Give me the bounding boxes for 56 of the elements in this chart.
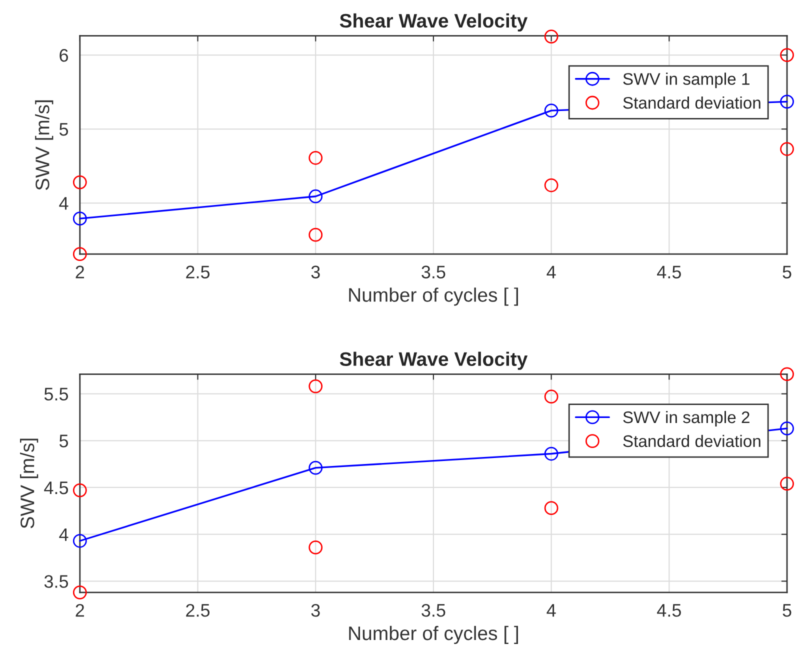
point: [780, 367, 794, 382]
point: [780, 142, 794, 156]
x-axis-title: Number of cycles [ ]: [349, 288, 518, 306]
x-tick-label: 4.5: [657, 604, 681, 617]
legend-label: SWV in sample 1: [623, 72, 750, 88]
y-tick-label: 4: [59, 197, 68, 210]
point: [72, 247, 87, 262]
point: [544, 104, 558, 118]
x-tick-label: 2: [76, 604, 84, 617]
point: [544, 390, 558, 404]
point: [72, 483, 87, 498]
point: [544, 30, 558, 44]
x-tick-label: 4: [546, 266, 556, 278]
y-axis-title: SWV [m/s]: [35, 100, 54, 190]
point: [72, 175, 87, 190]
legend-label: Standard deviation: [623, 434, 760, 448]
y-tick-label: 6: [60, 48, 68, 62]
y-axis-title: SWV [m/s]: [20, 438, 38, 528]
point: [308, 228, 323, 242]
point: [308, 460, 323, 475]
point: [308, 150, 323, 165]
point: [308, 379, 323, 394]
y-tick-label: 5: [59, 434, 68, 448]
x-tick-label: 3: [311, 604, 320, 617]
point: [544, 178, 558, 192]
y-tick-label: 4: [59, 528, 68, 541]
x-tick-label: 3: [311, 266, 320, 278]
y-tick-label: 4.5: [44, 482, 68, 494]
x-tick-label: 3.5: [422, 266, 446, 278]
y-tick-label: 5: [59, 123, 68, 136]
point: [780, 422, 794, 436]
x-tick-label: 2: [76, 266, 84, 278]
x-axis-title: Number of cycles [ ]: [349, 626, 518, 644]
x-tick-label: 2.5: [186, 266, 210, 278]
point: [780, 476, 794, 491]
x-tick-label: 4.5: [657, 266, 681, 278]
point: [308, 189, 323, 204]
x-tick-label: 2.5: [186, 604, 210, 617]
point: [544, 501, 558, 516]
y-tick-label: 5.5: [44, 388, 68, 401]
point: [72, 212, 87, 226]
point: [308, 540, 323, 554]
point: [544, 446, 558, 461]
legend-label: Standard deviation: [623, 96, 760, 109]
y-tick-label: 3.5: [44, 575, 68, 588]
chart-title: Shear Wave Velocity: [340, 13, 528, 32]
legend-label: SWV in sample 2: [623, 410, 750, 426]
point: [72, 534, 87, 548]
x-tick-label: 4: [546, 604, 556, 617]
x-tick-label: 5: [782, 266, 792, 278]
point: [72, 585, 87, 600]
x-tick-label: 5: [782, 604, 792, 617]
chart-title: Shear Wave Velocity: [340, 352, 528, 370]
point: [780, 94, 794, 109]
x-tick-label: 3.5: [422, 604, 446, 617]
point: [780, 48, 794, 62]
